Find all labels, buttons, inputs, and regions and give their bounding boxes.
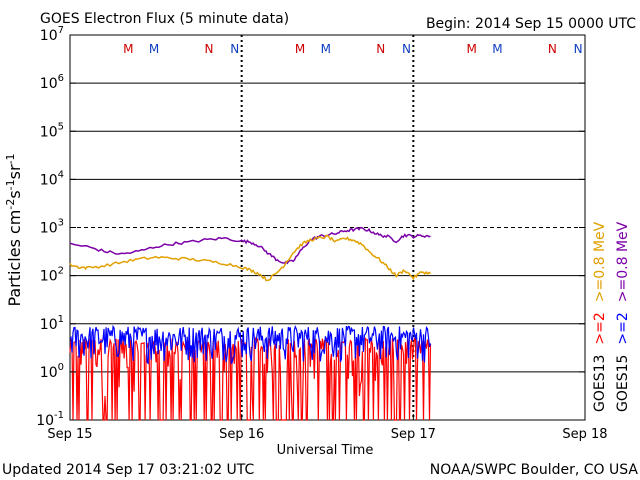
y-tick-label: 101 [40, 314, 64, 333]
series-goes13-0-8-mev [69, 234, 431, 282]
legend-label: GOES15 [615, 355, 631, 412]
credit-text: NOAA/SWPC Boulder, CO USA [430, 462, 639, 478]
marker-n: N [205, 42, 214, 56]
marker-m: M [295, 42, 305, 56]
marker-m: M [467, 42, 477, 56]
updated-text: Updated 2014 Sep 17 03:21:02 UTC [2, 462, 255, 478]
x-tick-label: Sep 15 [47, 427, 92, 442]
y-axis-label-group: Particles cm-2s-1sr-1 [4, 153, 25, 306]
legend-label: GOES13 [592, 355, 608, 412]
marker-m: M [321, 42, 331, 56]
legend-item: >=2 [592, 312, 608, 344]
x-axis-label: Universal Time [277, 443, 374, 458]
marker-n: N [376, 42, 385, 56]
legend-label: >=0.8 MeV [615, 221, 631, 302]
y-tick-label: 107 [40, 25, 64, 44]
y-tick-label: 103 [40, 218, 64, 237]
chart-title: GOES Electron Flux (5 minute data) [40, 11, 289, 27]
x-tick-label: Sep 16 [219, 427, 264, 442]
legend-item: GOES13 [592, 355, 608, 412]
y-tick-label: 10-1 [36, 410, 64, 429]
legend-label: >=2 [592, 312, 608, 344]
legend-item: >=0.8 MeV [592, 221, 608, 302]
y-tick-label: 100 [40, 362, 64, 381]
marker-n: N [402, 42, 411, 56]
marker-n: N [574, 42, 583, 56]
legend-item: >=2 [615, 312, 631, 344]
x-tick-label: Sep 17 [391, 427, 436, 442]
y-tick-label: 105 [40, 121, 64, 140]
y-axis-label: Particles cm-2s-1sr-1 [4, 153, 25, 306]
x-tick-label: Sep 18 [562, 427, 607, 442]
series-goes15-0-8-mev [69, 226, 431, 265]
series-goes15-2-mev [69, 324, 432, 365]
legend-label: >=0.8 MeV [592, 221, 608, 302]
legend-label: >=2 [615, 312, 631, 344]
marker-n: N [548, 42, 557, 56]
marker-n: N [230, 42, 239, 56]
marker-m: M [123, 42, 133, 56]
y-tick-label: 104 [40, 169, 64, 188]
marker-m: M [492, 42, 502, 56]
y-tick-label: 102 [40, 266, 64, 285]
legend-item: GOES15 [615, 355, 631, 412]
begin-time: Begin: 2014 Sep 15 0000 UTC [426, 16, 636, 32]
legend-item: >=0.8 MeV [615, 221, 631, 302]
marker-m: M [149, 42, 159, 56]
y-tick-label: 106 [40, 73, 64, 92]
